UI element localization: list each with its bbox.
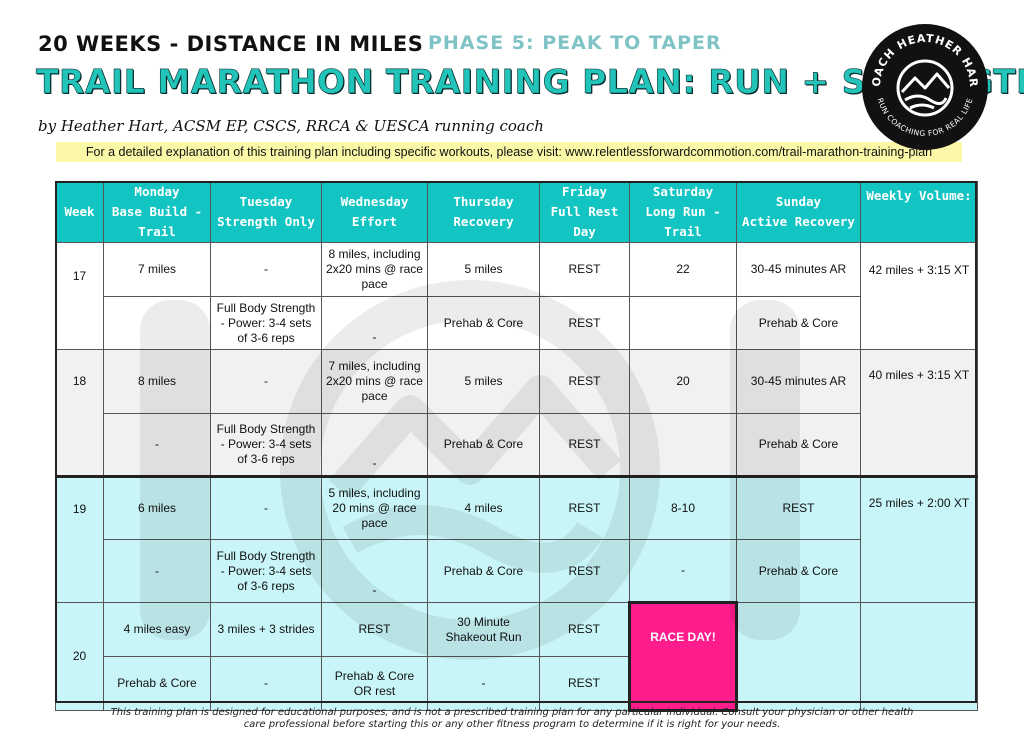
cell-tuesday: - [210,349,322,414]
cell-friday: REST [539,296,630,350]
cell-thursday: Prehab & Core [427,539,540,603]
cell-thursday: Prehab & Core [427,296,540,350]
cell-tuesday: - [210,656,322,711]
cell-weekly-volume: 25 miles + 2:00 XT [860,475,978,603]
cell-sunday: Prehab & Core [736,413,861,477]
table-row: 18 8 miles - 7 miles, including 2x20 min… [55,349,978,477]
cell-friday: REST [539,349,630,414]
cell-tuesday: 3 miles + 3 strides [210,602,322,657]
cell-saturday: 22 [629,242,737,297]
header-tuesday: Tuesday Strength Only [210,181,322,243]
cell-sunday: Prehab & Core [736,296,861,350]
header-friday: Friday Full Rest Day [539,181,630,243]
cell-weekly-volume: 40 miles + 3:15 XT [860,349,978,477]
week-number: 18 [55,349,104,477]
cell-sunday: 30-45 minutes AR [736,242,861,297]
coach-logo: COACH HEATHER HART RUN COACHING FOR REAL… [860,22,988,150]
cell-sunday [736,602,861,711]
cell-tuesday: Full Body Strength - Power: 3-4 sets of … [210,539,322,603]
header-saturday: Saturday Long Run - Trail [629,181,737,243]
cell-wednesday: 5 miles, including 20 mins @ race pace [321,475,428,540]
cell-wednesday: - [321,296,428,350]
cell-saturday [629,413,737,477]
cell-monday: 7 miles [103,242,211,297]
cell-friday: REST [539,475,630,540]
table-row: - Full Body Strength - Power: 3-4 sets o… [56,539,978,603]
cell-monday: 8 miles [103,349,211,414]
cell-monday: 4 miles easy [103,602,211,657]
cell-saturday [629,296,737,350]
cell-monday [103,296,211,350]
cell-thursday: 5 miles [427,349,540,414]
training-table: Week Monday Base Build - Trail Tuesday Str… [55,181,978,712]
cell-friday: REST [539,656,630,711]
plan-grid: Week Monday Base Build - Trail Tuesday Str… [55,181,978,712]
cell-sunday: REST [736,475,861,540]
cell-weekly-volume [860,602,978,711]
header-sunday: Sunday Active Recovery [736,181,861,243]
race-day-cell: RACE DAY! [628,601,738,712]
cell-weekly-volume: 42 miles + 3:15 XT [860,242,978,350]
table-row: 19 6 miles - 5 miles, including 20 mins … [55,475,978,603]
table-row: Full Body Strength - Power: 3-4 sets of … [56,296,978,350]
cell-wednesday: Prehab & Core OR rest [321,656,428,711]
cell-friday: REST [539,413,630,477]
cell-monday: 6 miles [103,475,211,540]
cell-tuesday: - [210,475,322,540]
table-row: - Full Body Strength - Power: 3-4 sets o… [56,413,978,477]
cell-tuesday: Full Body Strength - Power: 3-4 sets of … [210,413,322,477]
cell-monday: - [103,413,211,477]
header-weekly-volume: Weekly Volume: [860,181,978,243]
cell-sunday: 30-45 minutes AR [736,349,861,414]
page-title: TRAIL MARATHON TRAINING PLAN: RUN + STRE… [36,62,1024,102]
table-row: 17 7 miles - 8 miles, including 2x20 min… [55,242,978,350]
cell-thursday: 30 Minute Shakeout Run [427,602,540,657]
cell-saturday: 8-10 [629,475,737,540]
cell-wednesday: 8 miles, including 2x20 mins @ race pace [321,242,428,297]
header-wednesday: Wednesday Effort [321,181,428,243]
cell-friday: REST [539,602,630,657]
cell-monday: - [103,539,211,603]
cell-sunday: Prehab & Core [736,539,861,603]
byline: by Heather Hart, ACSM EP, CSCS, RRCA & U… [38,117,544,135]
table-row: 20 4 miles easy 3 miles + 3 strides REST… [55,601,978,712]
week-number: 20 [55,602,104,711]
header-monday: Monday Base Build - Trail [103,181,211,243]
cell-saturday: - [629,539,737,603]
header-thursday: Thursday Recovery [427,181,540,243]
cell-thursday: 4 miles [427,475,540,540]
header-row: Week Monday Base Build - Trail Tuesday Str… [55,181,978,243]
cell-wednesday: REST [321,602,428,657]
cell-wednesday: 7 miles, including 2x20 mins @ race pace [321,349,428,414]
cell-wednesday: - [321,413,428,477]
cell-tuesday: - [210,242,322,297]
header-week: Week [55,181,104,243]
week-number: 17 [55,242,104,350]
week-number: 19 [55,475,104,603]
cell-thursday: - [427,656,540,711]
cell-friday: REST [539,242,630,297]
phase-label: PHASE 5: PEAK TO TAPER [428,32,722,54]
cell-thursday: Prehab & Core [427,413,540,477]
weeks-distance-label: 20 WEEKS - DISTANCE IN MILES [38,32,424,56]
cell-saturday: 20 [629,349,737,414]
cell-monday: Prehab & Core [103,656,211,711]
cell-tuesday: Full Body Strength - Power: 3-4 sets of … [210,296,322,350]
cell-wednesday: - [321,539,428,603]
cell-friday: REST [539,539,630,603]
cell-thursday: 5 miles [427,242,540,297]
url-note: For a detailed explanation of this train… [56,142,962,162]
disclaimer: This training plan is designed for educa… [110,707,914,730]
